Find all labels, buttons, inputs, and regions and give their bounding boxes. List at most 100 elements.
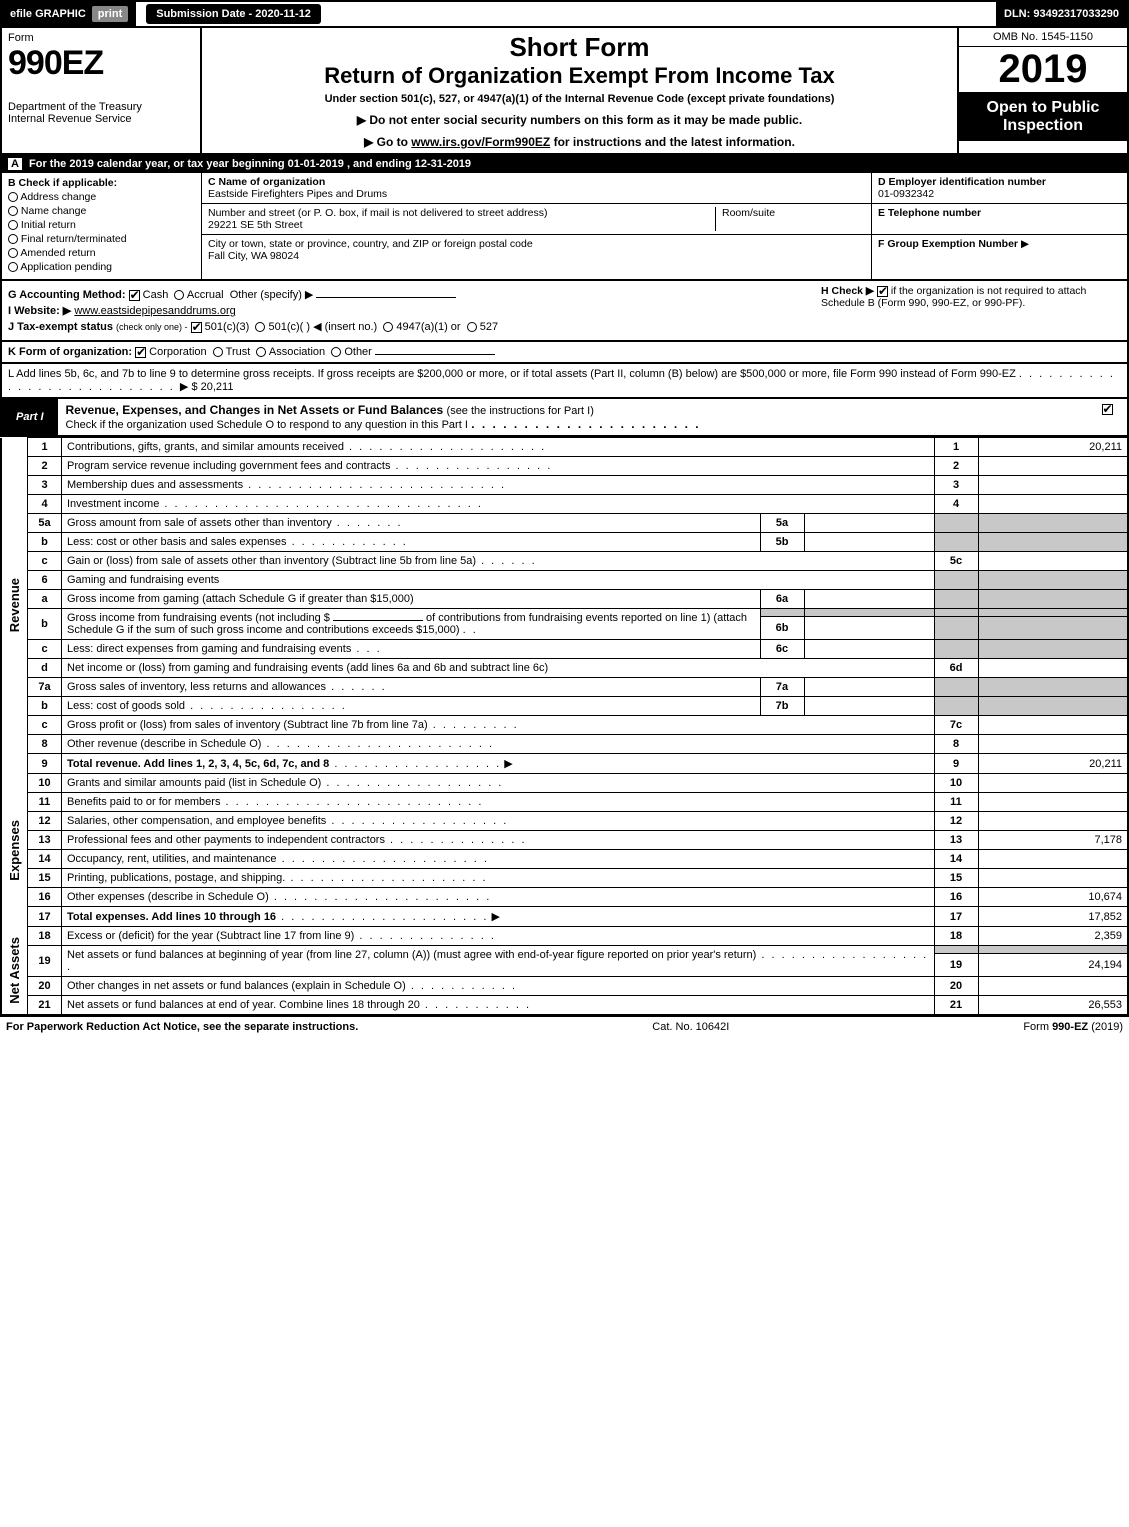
l5a-grey2 — [978, 514, 1128, 533]
org-info-box: B Check if applicable: Address change Na… — [0, 173, 1129, 281]
print-button[interactable]: print — [92, 6, 128, 22]
l6d-num: d — [28, 659, 62, 678]
chk-501c3[interactable] — [191, 322, 202, 333]
l18-text: Excess or (deficit) for the year (Subtra… — [67, 930, 354, 942]
l6b-num: b — [28, 609, 62, 640]
l11-amt — [978, 793, 1128, 812]
l6b-text1: Gross income from fundraising events (no… — [67, 612, 330, 624]
l16-c: 16 — [934, 888, 978, 907]
l6a-grey — [934, 590, 978, 609]
chk-final-return-label: Final return/terminated — [21, 233, 127, 245]
l8-c: 8 — [934, 735, 978, 754]
chk-accrual[interactable] — [174, 290, 184, 300]
l5a-num: 5a — [28, 514, 62, 533]
part1-title-text: Revenue, Expenses, and Changes in Net As… — [66, 403, 444, 417]
efile-button[interactable]: efile GRAPHIC print — [2, 2, 136, 26]
l6b-grey2 — [978, 609, 1128, 617]
l13-text: Professional fees and other payments to … — [67, 834, 385, 846]
lines-table: Revenue 1 Contributions, gifts, grants, … — [0, 437, 1129, 1016]
l6b-blank[interactable] — [333, 620, 423, 621]
l6d-amt — [978, 659, 1128, 678]
chk-501c[interactable] — [255, 322, 265, 332]
instr-goto-pre: ▶ Go to — [364, 135, 411, 149]
chk-h[interactable] — [877, 286, 888, 297]
l6b-subamt — [804, 617, 934, 640]
chk-cash[interactable] — [129, 290, 140, 301]
l18-num: 18 — [28, 927, 62, 946]
period-bar: A For the 2019 calendar year, or tax yea… — [0, 155, 1129, 173]
chk-527[interactable] — [467, 322, 477, 332]
l7a-grey2 — [978, 678, 1128, 697]
b-title: B Check if applicable: — [8, 177, 195, 189]
l5b-sn: 5b — [760, 533, 804, 552]
d-label: D Employer identification number — [878, 176, 1046, 188]
l3-amt — [978, 476, 1128, 495]
l2-amt — [978, 457, 1128, 476]
j-sub: (check only one) - — [116, 322, 188, 332]
chk-other-org[interactable] — [331, 347, 341, 357]
chk-amended-return[interactable] — [8, 248, 18, 258]
chk-name-change[interactable] — [8, 206, 18, 216]
l3-text: Membership dues and assessments — [67, 479, 243, 491]
l12-num: 12 — [28, 812, 62, 831]
dept-irs: Internal Revenue Service — [8, 113, 194, 125]
col-b: B Check if applicable: Address change Na… — [2, 173, 202, 279]
l11-text: Benefits paid to or for members — [67, 796, 220, 808]
l17-c: 17 — [934, 907, 978, 927]
website-val[interactable]: www.eastsidepipesanddrums.org — [74, 305, 235, 317]
netassets-vlabel: Net Assets — [7, 937, 22, 1004]
part1-header: Part I Revenue, Expenses, and Changes in… — [0, 399, 1129, 437]
chk-assoc[interactable] — [256, 347, 266, 357]
chk-4947[interactable] — [383, 322, 393, 332]
other-specify-input[interactable] — [316, 297, 456, 298]
l1-num: 1 — [28, 438, 62, 457]
chk-corp[interactable] — [135, 347, 146, 358]
l8-amt — [978, 735, 1128, 754]
submission-date-button[interactable]: Submission Date - 2020-11-12 — [146, 4, 321, 24]
l6-grey — [934, 571, 978, 590]
chk-address-change[interactable] — [8, 192, 18, 202]
l19-amt: 24,194 — [978, 954, 1128, 977]
l7b-grey2 — [978, 697, 1128, 716]
j1: 501(c)(3) — [205, 321, 250, 333]
l3-num: 3 — [28, 476, 62, 495]
l6a-text: Gross income from gaming (attach Schedul… — [67, 593, 414, 605]
chk-schedule-o[interactable] — [1102, 404, 1113, 415]
l7a-subamt — [804, 678, 934, 697]
l5b-grey — [934, 533, 978, 552]
instr-link[interactable]: www.irs.gov/Form990EZ — [411, 135, 550, 149]
other-org-input[interactable] — [375, 354, 495, 355]
col-d: D Employer identification number 01-0932… — [872, 173, 1127, 279]
k4: Other — [344, 346, 372, 358]
addr-label: Number and street (or P. O. box, if mail… — [208, 207, 547, 219]
l6a-num: a — [28, 590, 62, 609]
footer-right: Form 990-EZ (2019) — [1023, 1021, 1123, 1033]
k3: Association — [269, 346, 325, 358]
chk-application-pending[interactable] — [8, 262, 18, 272]
l6-text: Gaming and fundraising events — [62, 571, 935, 590]
j4: 527 — [480, 321, 498, 333]
l16-text: Other expenses (describe in Schedule O) — [67, 891, 269, 903]
l15-amt — [978, 869, 1128, 888]
k-label: K Form of organization: — [8, 346, 132, 358]
chk-initial-return[interactable] — [8, 220, 18, 230]
l4-text: Investment income — [67, 498, 159, 510]
l5c-c: 5c — [934, 552, 978, 571]
chk-trust[interactable] — [213, 347, 223, 357]
l5b-grey2 — [978, 533, 1128, 552]
l5b-num: b — [28, 533, 62, 552]
l17-num: 17 — [28, 907, 62, 927]
l10-text: Grants and similar amounts paid (list in… — [67, 777, 321, 789]
l15-num: 15 — [28, 869, 62, 888]
l5b-subamt — [804, 533, 934, 552]
chk-final-return[interactable] — [8, 234, 18, 244]
l10-amt — [978, 774, 1128, 793]
l20-num: 20 — [28, 977, 62, 996]
row-k: K Form of organization: Corporation Trus… — [0, 342, 1129, 364]
i-label: I Website: ▶ — [8, 305, 71, 317]
l7c-text: Gross profit or (loss) from sales of inv… — [67, 719, 428, 731]
org-name: Eastside Firefighters Pipes and Drums — [208, 188, 387, 200]
chk-name-change-label: Name change — [21, 205, 86, 217]
l7b-num: b — [28, 697, 62, 716]
chk-initial-return-label: Initial return — [21, 219, 76, 231]
